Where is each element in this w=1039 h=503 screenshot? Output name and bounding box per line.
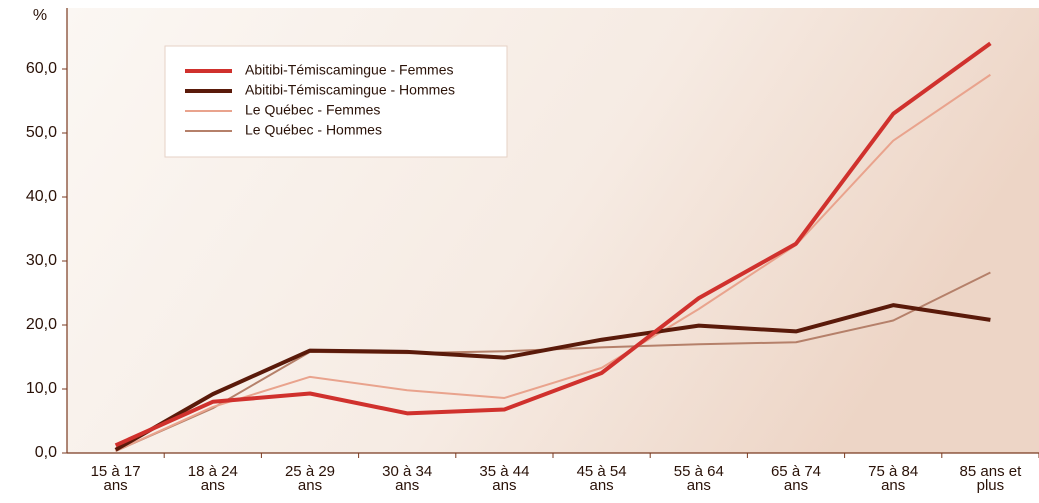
x-tick-label: 45 à 54 ans [576, 463, 627, 494]
x-tick-label: 15 à 17 ans [90, 463, 141, 494]
series-line [114, 303, 991, 452]
x-tick-label: 35 à 44 ans [479, 463, 530, 494]
legend-label: Le Québec - Hommes [245, 122, 382, 138]
x-tick-label: 30 à 34 ans [382, 463, 433, 494]
y-axis-label: % [33, 7, 47, 24]
y-tick-label: 0,0 [35, 444, 57, 461]
y-tick-label: 50,0 [26, 124, 57, 141]
series-line [115, 73, 991, 452]
x-tick-label: 55 à 64 ans [673, 463, 724, 494]
x-tick-label: 25 à 29 ans [284, 463, 336, 494]
legend-label: Le Québec - Femmes [245, 102, 380, 118]
legend-box [164, 45, 508, 158]
y-tick-label: 60,0 [26, 60, 57, 77]
legend-label: Abitibi-Témiscamingue - Femmes [245, 62, 454, 78]
x-tick-label: 18 à 24 ans [187, 463, 238, 494]
series-line [114, 41, 992, 448]
x-tick-label: 75 à 84 ans [868, 463, 919, 494]
y-tick-label: 30,0 [26, 252, 57, 269]
legend-label: Abitibi-Témiscamingue - Hommes [245, 82, 455, 98]
y-tick-label: 40,0 [26, 188, 57, 205]
x-tick-label: 65 à 74 ans [770, 463, 822, 494]
y-tick-label: 20,0 [26, 316, 57, 333]
y-tick-label: 10,0 [26, 380, 57, 397]
x-tick-label: 85 ans et plus [959, 463, 1022, 494]
